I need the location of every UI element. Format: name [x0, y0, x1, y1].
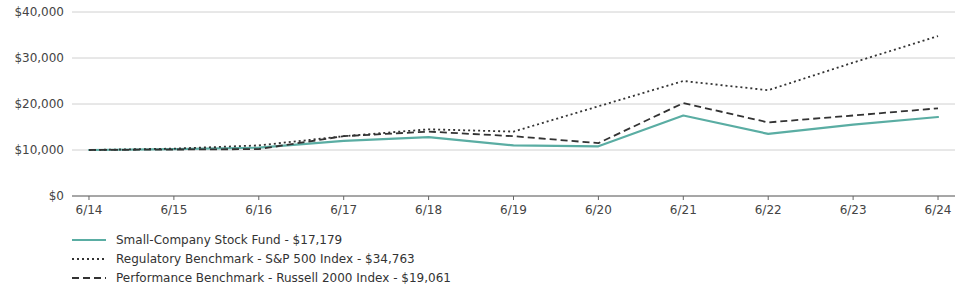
legend: Small-Company Stock Fund - $17,179 Regula… — [72, 233, 451, 285]
series-line — [89, 116, 938, 151]
x-tick — [768, 196, 769, 200]
x-tick — [598, 196, 599, 200]
y-axis: $0 $10,000 $20,000 $30,000 $40,000 — [14, 5, 955, 203]
legend-swatch — [72, 239, 106, 241]
x-tick — [513, 196, 514, 200]
x-tick-label: 6/19 — [500, 203, 527, 217]
y-tick-label: $30,000 — [14, 51, 64, 65]
lines — [89, 36, 938, 150]
x-tick-label: 6/17 — [330, 203, 357, 217]
legend-swatch — [72, 277, 106, 279]
x-tick — [938, 196, 939, 200]
x-tick-label: 6/23 — [840, 203, 867, 217]
x-tick — [853, 196, 854, 200]
y-tick-label: $40,000 — [14, 5, 64, 19]
x-tick-label: 6/14 — [76, 203, 103, 217]
x-tick-label: 6/15 — [160, 203, 187, 217]
x-tick-label: 6/18 — [415, 203, 442, 217]
series-line — [89, 103, 938, 150]
y-tick-label: $10,000 — [14, 143, 64, 157]
x-tick — [258, 196, 259, 200]
x-tick — [683, 196, 684, 200]
x-tick-label: 6/22 — [755, 203, 782, 217]
legend-label: Regulatory Benchmark - S&P 500 Index - $… — [116, 252, 415, 266]
x-tick-label: 6/21 — [670, 203, 697, 217]
chart: $0$10,000$20,000$30,000$40,0006/146/156/… — [0, 0, 975, 304]
legend-label: Small-Company Stock Fund - $17,179 — [116, 233, 342, 247]
x-tick — [428, 196, 429, 200]
x-axis: 6/14 6/15 6/16 6/17 6/18 6/19 6/20 6/21 6/22 6/23… — [72, 196, 955, 217]
legend-swatch — [72, 258, 106, 260]
x-tick — [343, 196, 344, 200]
x-tick-label: 6/24 — [925, 203, 952, 217]
grid-line — [72, 104, 955, 105]
grid-line — [72, 58, 955, 59]
x-tick-label: 6/16 — [245, 203, 272, 217]
y-tick-label: $0 — [49, 189, 64, 203]
x-tick — [88, 196, 89, 200]
legend-label: Performance Benchmark - Russell 2000 Ind… — [116, 271, 451, 285]
x-tick — [173, 196, 174, 200]
series-line — [89, 36, 938, 150]
x-tick-label: 6/20 — [585, 203, 612, 217]
grid-line — [72, 12, 955, 13]
y-tick-label: $20,000 — [14, 97, 64, 111]
